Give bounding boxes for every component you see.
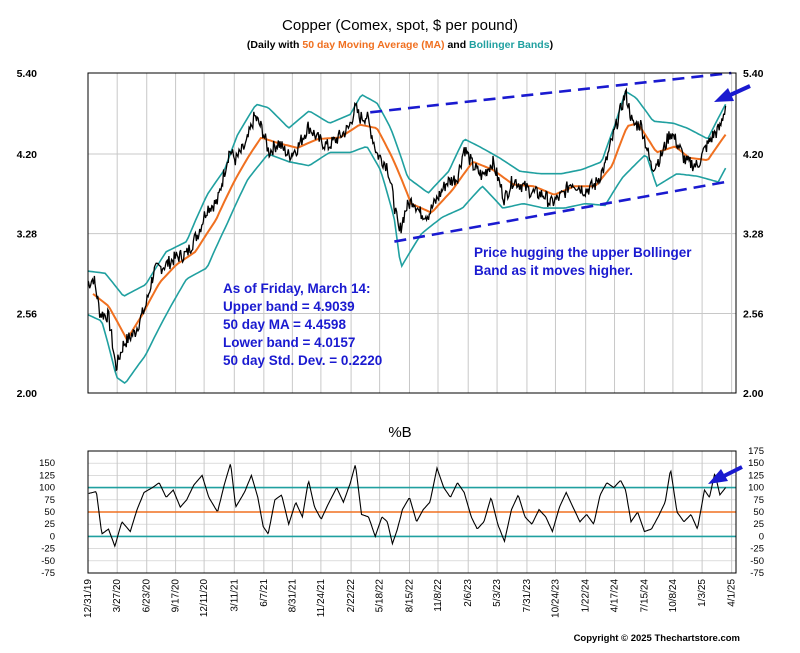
chart-title: Copper (Comex, spot, $ per pound) [282, 17, 518, 34]
trend-channel [370, 71, 732, 243]
price-ytick-right: 5.40 [743, 68, 764, 80]
date-xtick: 12/31/19 [83, 579, 94, 618]
price-line [87, 87, 727, 372]
pctb-ytick-right: 0 [759, 531, 764, 542]
price-ytick-left: 2.56 [17, 308, 38, 320]
date-xtick: 11/8/22 [433, 579, 444, 612]
price-ytick-right: 2.56 [743, 308, 764, 320]
date-xtick: 7/31/23 [522, 579, 533, 613]
date-xtick: 1/3/25 [697, 579, 708, 607]
pctb-ytick-right: 150 [748, 458, 764, 469]
pctb-ytick-left: 125 [39, 470, 55, 481]
date-xtick: 3/27/20 [112, 579, 123, 613]
stats-line-3: 50 day MA = 4.4598 [223, 317, 346, 332]
stats-annotation: As of Friday, March 14: Upper band = 4.9… [223, 281, 382, 368]
callout-arrow-icon [714, 84, 751, 102]
stats-line-2: Upper band = 4.9039 [223, 299, 355, 314]
price-ytick-right: 2.00 [743, 388, 764, 400]
pctb-ytick-left: -50 [41, 556, 55, 567]
callout-line-1: Price hugging the upper Bollinger [474, 245, 692, 260]
pctb-ytick-right: -75 [750, 568, 764, 579]
price-ytick-left: 2.00 [17, 388, 38, 400]
date-xtick: 6/23/20 [142, 579, 153, 613]
pctb-ytick-right: 100 [748, 483, 764, 494]
date-xtick: 7/15/24 [639, 579, 650, 613]
stats-line-5: 50 day Std. Dev. = 0.2220 [223, 353, 382, 368]
chart-subtitle: (Daily with 50 day Moving Average (MA) a… [247, 39, 553, 51]
stats-line-1: As of Friday, March 14: [223, 281, 371, 296]
pctb-ytick-right: -25 [750, 544, 764, 555]
subtitle-part-3: ) [550, 39, 554, 51]
subtitle-part-2: and [445, 39, 470, 51]
pctb-ytick-left: -75 [41, 568, 55, 579]
date-xtick: 5/18/22 [375, 579, 386, 613]
pctb-ytick-left: 0 [50, 531, 55, 542]
date-xtick: 5/3/23 [492, 579, 503, 607]
pctb-ytick-right: 75 [753, 495, 764, 506]
pctb-ytick-right: 50 [753, 507, 764, 518]
subtitle-bb: Bollinger Bands [469, 39, 550, 51]
pctb-ytick-left: -25 [41, 544, 55, 555]
date-xtick: 2/6/23 [463, 579, 474, 607]
pctb-y-axis: 1501251007550250-25-50-75175150125100755… [39, 446, 764, 579]
pctb-arrow-icon [708, 465, 743, 484]
ma-50-line [92, 122, 727, 342]
date-xtick: 1/22/24 [581, 579, 592, 613]
pctb-ytick-right: 25 [753, 519, 764, 530]
callout-annotation: Price hugging the upper Bollinger Band a… [474, 245, 692, 278]
pctb-series [88, 464, 727, 548]
pctb-reference-lines [88, 486, 736, 538]
pctb-ytick-left: 150 [39, 458, 55, 469]
date-xtick: 11/24/21 [316, 579, 327, 618]
price-ytick-left: 4.20 [17, 149, 38, 161]
date-xtick: 9/17/20 [171, 579, 182, 613]
pctb-ytick-left: 50 [44, 507, 55, 518]
pctb-ytick-right: 175 [748, 446, 764, 457]
pctb-ytick-left: 100 [39, 483, 55, 494]
price-y-axis: 5.40 5.40 4.20 4.20 3.28 3.28 2.56 2.56 2.00 2.00 [17, 68, 764, 400]
price-panel-frame [87, 72, 737, 394]
pctb-title: %B [388, 424, 411, 441]
date-xtick: 4/1/25 [727, 579, 738, 607]
subtitle-part-1: (Daily with [247, 39, 302, 51]
price-ytick-right: 4.20 [743, 149, 764, 161]
date-xtick: 8/31/21 [287, 579, 298, 613]
pctb-ytick-left: 75 [44, 495, 55, 506]
date-xtick: 10/24/23 [551, 579, 562, 618]
price-ytick-right: 3.28 [743, 229, 764, 241]
pctb-ytick-right: 125 [748, 470, 764, 481]
moving-average-line [92, 122, 727, 342]
lower-bollinger-band [87, 146, 727, 385]
price-ytick-left: 3.28 [17, 229, 38, 241]
pctb-ytick-left: 25 [44, 519, 55, 530]
date-xtick: 3/11/21 [229, 579, 240, 612]
date-xtick: 2/22/22 [346, 579, 357, 613]
pctb-line [88, 464, 727, 548]
date-xtick: 8/15/22 [405, 579, 416, 613]
price-series [87, 87, 727, 372]
date-xtick: 12/11/20 [199, 579, 210, 618]
pctb-ytick-right: -50 [750, 556, 764, 567]
date-x-axis: 12/31/19 3/27/20 6/23/20 9/17/20 12/11/20 3/1… [83, 579, 738, 618]
price-ytick-left: 5.40 [17, 68, 38, 80]
date-xtick: 4/17/24 [610, 579, 621, 613]
callout-line-2: Band as it moves higher. [474, 263, 633, 278]
date-xtick: 10/8/24 [668, 579, 679, 613]
trend-channel-upper [370, 71, 732, 114]
date-xtick: 6/7/21 [259, 579, 270, 607]
copyright-text: Copyright © 2025 Thechartstore.com [574, 633, 740, 644]
subtitle-ma: 50 day Moving Average (MA) [302, 39, 444, 51]
pctb-panel-frame [87, 450, 737, 574]
stats-line-4: Lower band = 4.0157 [223, 335, 355, 350]
price-panel-grid [88, 72, 736, 394]
